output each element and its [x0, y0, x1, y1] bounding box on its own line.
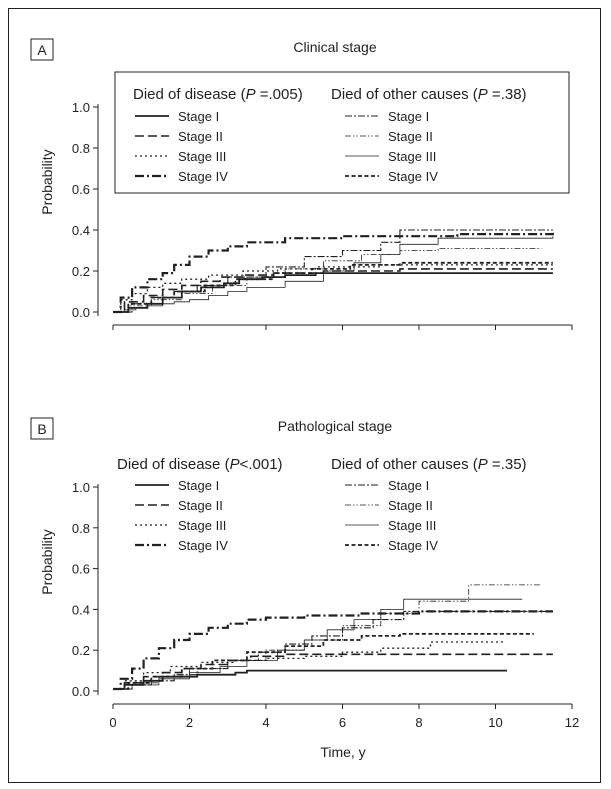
- panel-b-series-disease-stage-iii: [113, 641, 504, 690]
- legend-label-other-stage-i: Stage I: [388, 109, 429, 124]
- panel-b-series-disease-stage-iv: [113, 610, 553, 691]
- panel-b-x-tick-label: 10: [488, 715, 502, 730]
- panel-a-y-tick-label: 0.6: [72, 182, 90, 197]
- panel-a-legend: Died of disease (P =.005) Died of other …: [114, 71, 570, 194]
- panel-b-series-disease-stage-ii: [113, 653, 553, 690]
- legend-label-other-stage-iii: Stage III: [388, 518, 436, 533]
- panel-a-title: Clinical stage: [293, 39, 376, 55]
- panel-b-ylabel: Probability: [39, 529, 55, 594]
- panel-b-x-tick-label: 6: [339, 715, 346, 730]
- panel-b-y-tick-label: 0.2: [72, 643, 90, 658]
- panel-a-lines: [113, 229, 554, 314]
- panel-a-series-other-stage-iii: [113, 236, 554, 313]
- legend-label-other-stage-iii: Stage III: [388, 149, 436, 164]
- legend-label-other-stage-ii: Stage II: [388, 498, 433, 513]
- legend-label-other-stage-i: Stage I: [388, 478, 429, 493]
- panel-b-letter-box: [30, 417, 54, 440]
- panel-a-series-disease-stage-iii: [113, 264, 553, 313]
- panel-a-axes: 0.0 0.2 0.4 0.6 0.8 1.0: [72, 100, 573, 330]
- panel-b-title: Pathological stage: [278, 418, 393, 434]
- panel-b-y-tick-label: 0.6: [72, 562, 90, 577]
- panel-b-x-tick-label: 4: [262, 715, 269, 730]
- panel-a-letter: A: [37, 42, 47, 58]
- panel-a-y-tick-label: 1.0: [72, 100, 90, 115]
- panel-b-y-tick-label: 0.8: [72, 521, 90, 536]
- legend-label-disease-stage-iii: Stage III: [178, 149, 226, 164]
- panel-b-x-tick-label: 2: [186, 715, 193, 730]
- panel-a-ylabel: Probability: [39, 149, 55, 214]
- panel-b-y-tick-label: 1.0: [72, 480, 90, 495]
- panel-b-xlabel: Time, y: [320, 744, 365, 760]
- panel-b-legend: Died of disease (P<.001) Died of other c…: [117, 456, 527, 553]
- panel-b-y-tick-label: 0.4: [72, 602, 90, 617]
- panel-b-legend-group1-title: Died of disease (P<.001): [117, 456, 283, 473]
- panel-a-y-tick-label: 0.2: [72, 264, 90, 279]
- legend-label-disease-stage-i: Stage I: [178, 109, 219, 124]
- panel-b-series-other-stage-iii: [113, 598, 523, 690]
- legend-label-disease-stage-ii: Stage II: [178, 129, 223, 144]
- legend-label-other-stage-iv: Stage IV: [388, 169, 438, 184]
- panel-b-x-tick-label: 0: [109, 715, 116, 730]
- panel-a-legend-entries: Stage I Stage II Stage III Stage IV Stage I S…: [135, 109, 438, 184]
- panel-b-series-disease-stage-i: [113, 669, 507, 690]
- panel-a-series-disease-stage-ii: [113, 268, 553, 313]
- legend-label-disease-stage-i: Stage I: [178, 478, 219, 493]
- panel-a-legend-group1-title: Died of disease (P =.005): [133, 86, 303, 103]
- panel-a-letter-box: [30, 38, 54, 61]
- panel-b-letter: B: [37, 421, 46, 437]
- panel-b-axes: 0.0 0.2 0.4 0.6 0.8 1.0 0 2 4 6 8 10 12: [72, 480, 579, 730]
- panel-a-legend-box: [114, 71, 570, 194]
- panel-b-series-other-stage-iv: [113, 633, 534, 690]
- panel-a-y-tick-label: 0.4: [72, 223, 90, 238]
- panel-a-series-disease-stage-i: [113, 272, 553, 313]
- panel-b-x-tick-label: 8: [415, 715, 422, 730]
- panel-b: B Pathological stage Probability Time, y…: [30, 417, 579, 760]
- panel-a-series-other-stage-ii: [113, 248, 542, 313]
- panel-b-legend-group2-title: Died of other causes (P =.35): [331, 456, 527, 473]
- panel-b-lines: [113, 584, 553, 691]
- legend-label-disease-stage-iv: Stage IV: [178, 169, 228, 184]
- panel-b-legend-entries: Stage I Stage II Stage III Stage IV Stage I S…: [135, 478, 438, 553]
- panel-a-legend-group2-title: Died of other causes (P =.38): [331, 86, 527, 103]
- legend-label-disease-stage-iii: Stage III: [178, 518, 226, 533]
- legend-label-other-stage-iv: Stage IV: [388, 538, 438, 553]
- panel-b-x-tick-label: 12: [565, 715, 579, 730]
- panel-a-y-tick-label: 0.0: [72, 305, 90, 320]
- panel-b-y-tick-label: 0.0: [72, 684, 90, 699]
- legend-label-other-stage-ii: Stage II: [388, 129, 433, 144]
- panel-a-y-tick-label: 0.8: [72, 141, 90, 156]
- legend-label-disease-stage-iv: Stage IV: [178, 538, 228, 553]
- panel-a-series-other-stage-iv: [113, 261, 553, 313]
- legend-label-disease-stage-ii: Stage II: [178, 498, 223, 513]
- figure-frame: [8, 8, 601, 783]
- panel-a: A Clinical stage Probability 0.00.20.40.…: [30, 38, 573, 330]
